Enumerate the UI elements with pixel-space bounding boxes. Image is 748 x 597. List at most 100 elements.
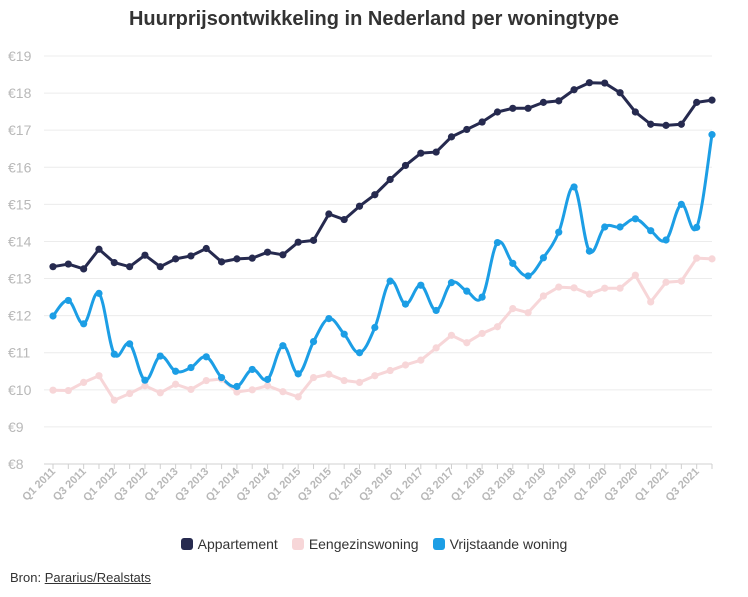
data-point-vrijstaande-woning[interactable] [570, 183, 578, 191]
data-point-vrijstaande-woning[interactable] [417, 281, 425, 289]
data-point-vrijstaande-woning[interactable] [447, 279, 456, 287]
data-point-vrijstaande-woning[interactable] [401, 300, 410, 308]
data-point-vrijstaande-woning[interactable] [708, 131, 716, 139]
data-point-eengezinswoning[interactable] [80, 378, 88, 386]
data-point-vrijstaande-woning[interactable] [110, 350, 118, 358]
data-point-appartement[interactable] [677, 120, 685, 128]
data-point-eengezinswoning[interactable] [570, 284, 578, 292]
data-point-eengezinswoning[interactable] [263, 382, 272, 390]
legend-item-eengezinswoning[interactable]: Eengezinswoning [291, 536, 419, 552]
data-point-appartement[interactable] [64, 260, 72, 268]
data-point-eengezinswoning[interactable] [95, 372, 103, 380]
data-point-eengezinswoning[interactable] [233, 388, 241, 396]
data-point-vrijstaande-woning[interactable] [371, 323, 379, 332]
data-point-appartement[interactable] [662, 121, 670, 129]
data-point-eengezinswoning[interactable] [279, 388, 287, 396]
data-point-eengezinswoning[interactable] [708, 255, 716, 263]
data-point-vrijstaande-woning[interactable] [340, 330, 348, 338]
data-point-appartement[interactable] [432, 148, 440, 156]
data-point-vrijstaande-woning[interactable] [294, 370, 302, 378]
data-point-vrijstaande-woning[interactable] [539, 254, 548, 262]
data-point-eengezinswoning[interactable] [585, 290, 593, 298]
data-point-eengezinswoning[interactable] [187, 385, 195, 394]
data-point-eengezinswoning[interactable] [662, 278, 670, 286]
data-point-eengezinswoning[interactable] [294, 393, 302, 401]
data-point-appartement[interactable] [126, 263, 134, 271]
data-point-appartement[interactable] [601, 79, 609, 87]
data-point-appartement[interactable] [570, 86, 578, 94]
data-point-appartement[interactable] [294, 238, 302, 246]
data-point-eengezinswoning[interactable] [355, 378, 364, 386]
source-link[interactable]: Pararius/Realstats [44, 570, 151, 585]
data-point-eengezinswoning[interactable] [325, 370, 333, 378]
data-point-vrijstaande-woning[interactable] [463, 287, 471, 295]
data-point-eengezinswoning[interactable] [309, 373, 318, 382]
data-point-vrijstaande-woning[interactable] [601, 223, 609, 231]
data-point-eengezinswoning[interactable] [509, 304, 517, 313]
data-point-appartement[interactable] [647, 120, 655, 128]
data-point-eengezinswoning[interactable] [631, 271, 639, 279]
data-point-vrijstaande-woning[interactable] [126, 340, 134, 348]
data-point-eengezinswoning[interactable] [371, 372, 379, 380]
data-point-eengezinswoning[interactable] [432, 344, 440, 352]
data-point-vrijstaande-woning[interactable] [585, 247, 593, 255]
data-point-vrijstaande-woning[interactable] [49, 312, 57, 320]
data-point-appartement[interactable] [524, 104, 532, 112]
data-point-vrijstaande-woning[interactable] [677, 200, 685, 208]
data-point-eengezinswoning[interactable] [493, 323, 502, 331]
data-point-appartement[interactable] [463, 125, 471, 134]
data-point-eengezinswoning[interactable] [49, 386, 57, 394]
data-point-appartement[interactable] [49, 263, 57, 271]
data-point-vrijstaande-woning[interactable] [555, 228, 563, 236]
data-point-appartement[interactable] [156, 263, 164, 271]
data-point-vrijstaande-woning[interactable] [141, 376, 149, 384]
data-point-eengezinswoning[interactable] [110, 396, 118, 404]
data-point-vrijstaande-woning[interactable] [233, 382, 241, 391]
legend-item-vrijstaande-woning[interactable]: Vrijstaande woning [432, 536, 567, 552]
data-point-vrijstaande-woning[interactable] [95, 289, 103, 297]
data-point-appartement[interactable] [401, 161, 410, 170]
data-point-eengezinswoning[interactable] [386, 366, 394, 375]
data-point-appartement[interactable] [539, 98, 548, 106]
data-point-eengezinswoning[interactable] [693, 254, 701, 262]
data-point-eengezinswoning[interactable] [524, 309, 532, 317]
data-point-appartement[interactable] [110, 258, 118, 267]
data-point-vrijstaande-woning[interactable] [156, 352, 164, 360]
legend-item-appartement[interactable]: Appartement [180, 536, 278, 552]
data-point-eengezinswoning[interactable] [126, 389, 134, 398]
data-point-appartement[interactable] [141, 251, 149, 259]
data-point-eengezinswoning[interactable] [417, 356, 425, 364]
data-point-appartement[interactable] [325, 210, 333, 218]
data-point-appartement[interactable] [217, 258, 226, 266]
data-point-vrijstaande-woning[interactable] [172, 367, 180, 375]
data-point-vrijstaande-woning[interactable] [386, 277, 394, 285]
data-point-eengezinswoning[interactable] [248, 386, 256, 394]
data-point-appartement[interactable] [172, 255, 180, 263]
data-point-appartement[interactable] [417, 149, 425, 157]
data-point-eengezinswoning[interactable] [555, 283, 563, 291]
data-point-appartement[interactable] [309, 236, 318, 244]
data-point-eengezinswoning[interactable] [156, 389, 164, 397]
data-point-vrijstaande-woning[interactable] [693, 223, 701, 231]
data-point-vrijstaande-woning[interactable] [647, 227, 655, 235]
data-point-eengezinswoning[interactable] [447, 331, 456, 339]
data-point-vrijstaande-woning[interactable] [325, 315, 333, 323]
data-point-appartement[interactable] [371, 191, 379, 199]
data-point-appartement[interactable] [386, 175, 394, 184]
data-point-appartement[interactable] [693, 98, 701, 106]
data-point-appartement[interactable] [478, 118, 486, 126]
data-point-vrijstaande-woning[interactable] [616, 223, 624, 231]
data-point-appartement[interactable] [248, 254, 256, 262]
data-point-vrijstaande-woning[interactable] [263, 375, 272, 384]
data-point-appartement[interactable] [95, 245, 103, 253]
data-point-vrijstaande-woning[interactable] [432, 306, 440, 315]
data-point-appartement[interactable] [616, 89, 624, 97]
data-point-eengezinswoning[interactable] [647, 298, 655, 306]
data-point-vrijstaande-woning[interactable] [309, 338, 318, 346]
data-point-appartement[interactable] [555, 97, 563, 105]
data-point-vrijstaande-woning[interactable] [509, 259, 517, 267]
data-point-vrijstaande-woning[interactable] [187, 363, 195, 372]
data-point-eengezinswoning[interactable] [64, 386, 72, 395]
data-point-vrijstaande-woning[interactable] [64, 296, 72, 305]
data-point-appartement[interactable] [263, 248, 272, 256]
